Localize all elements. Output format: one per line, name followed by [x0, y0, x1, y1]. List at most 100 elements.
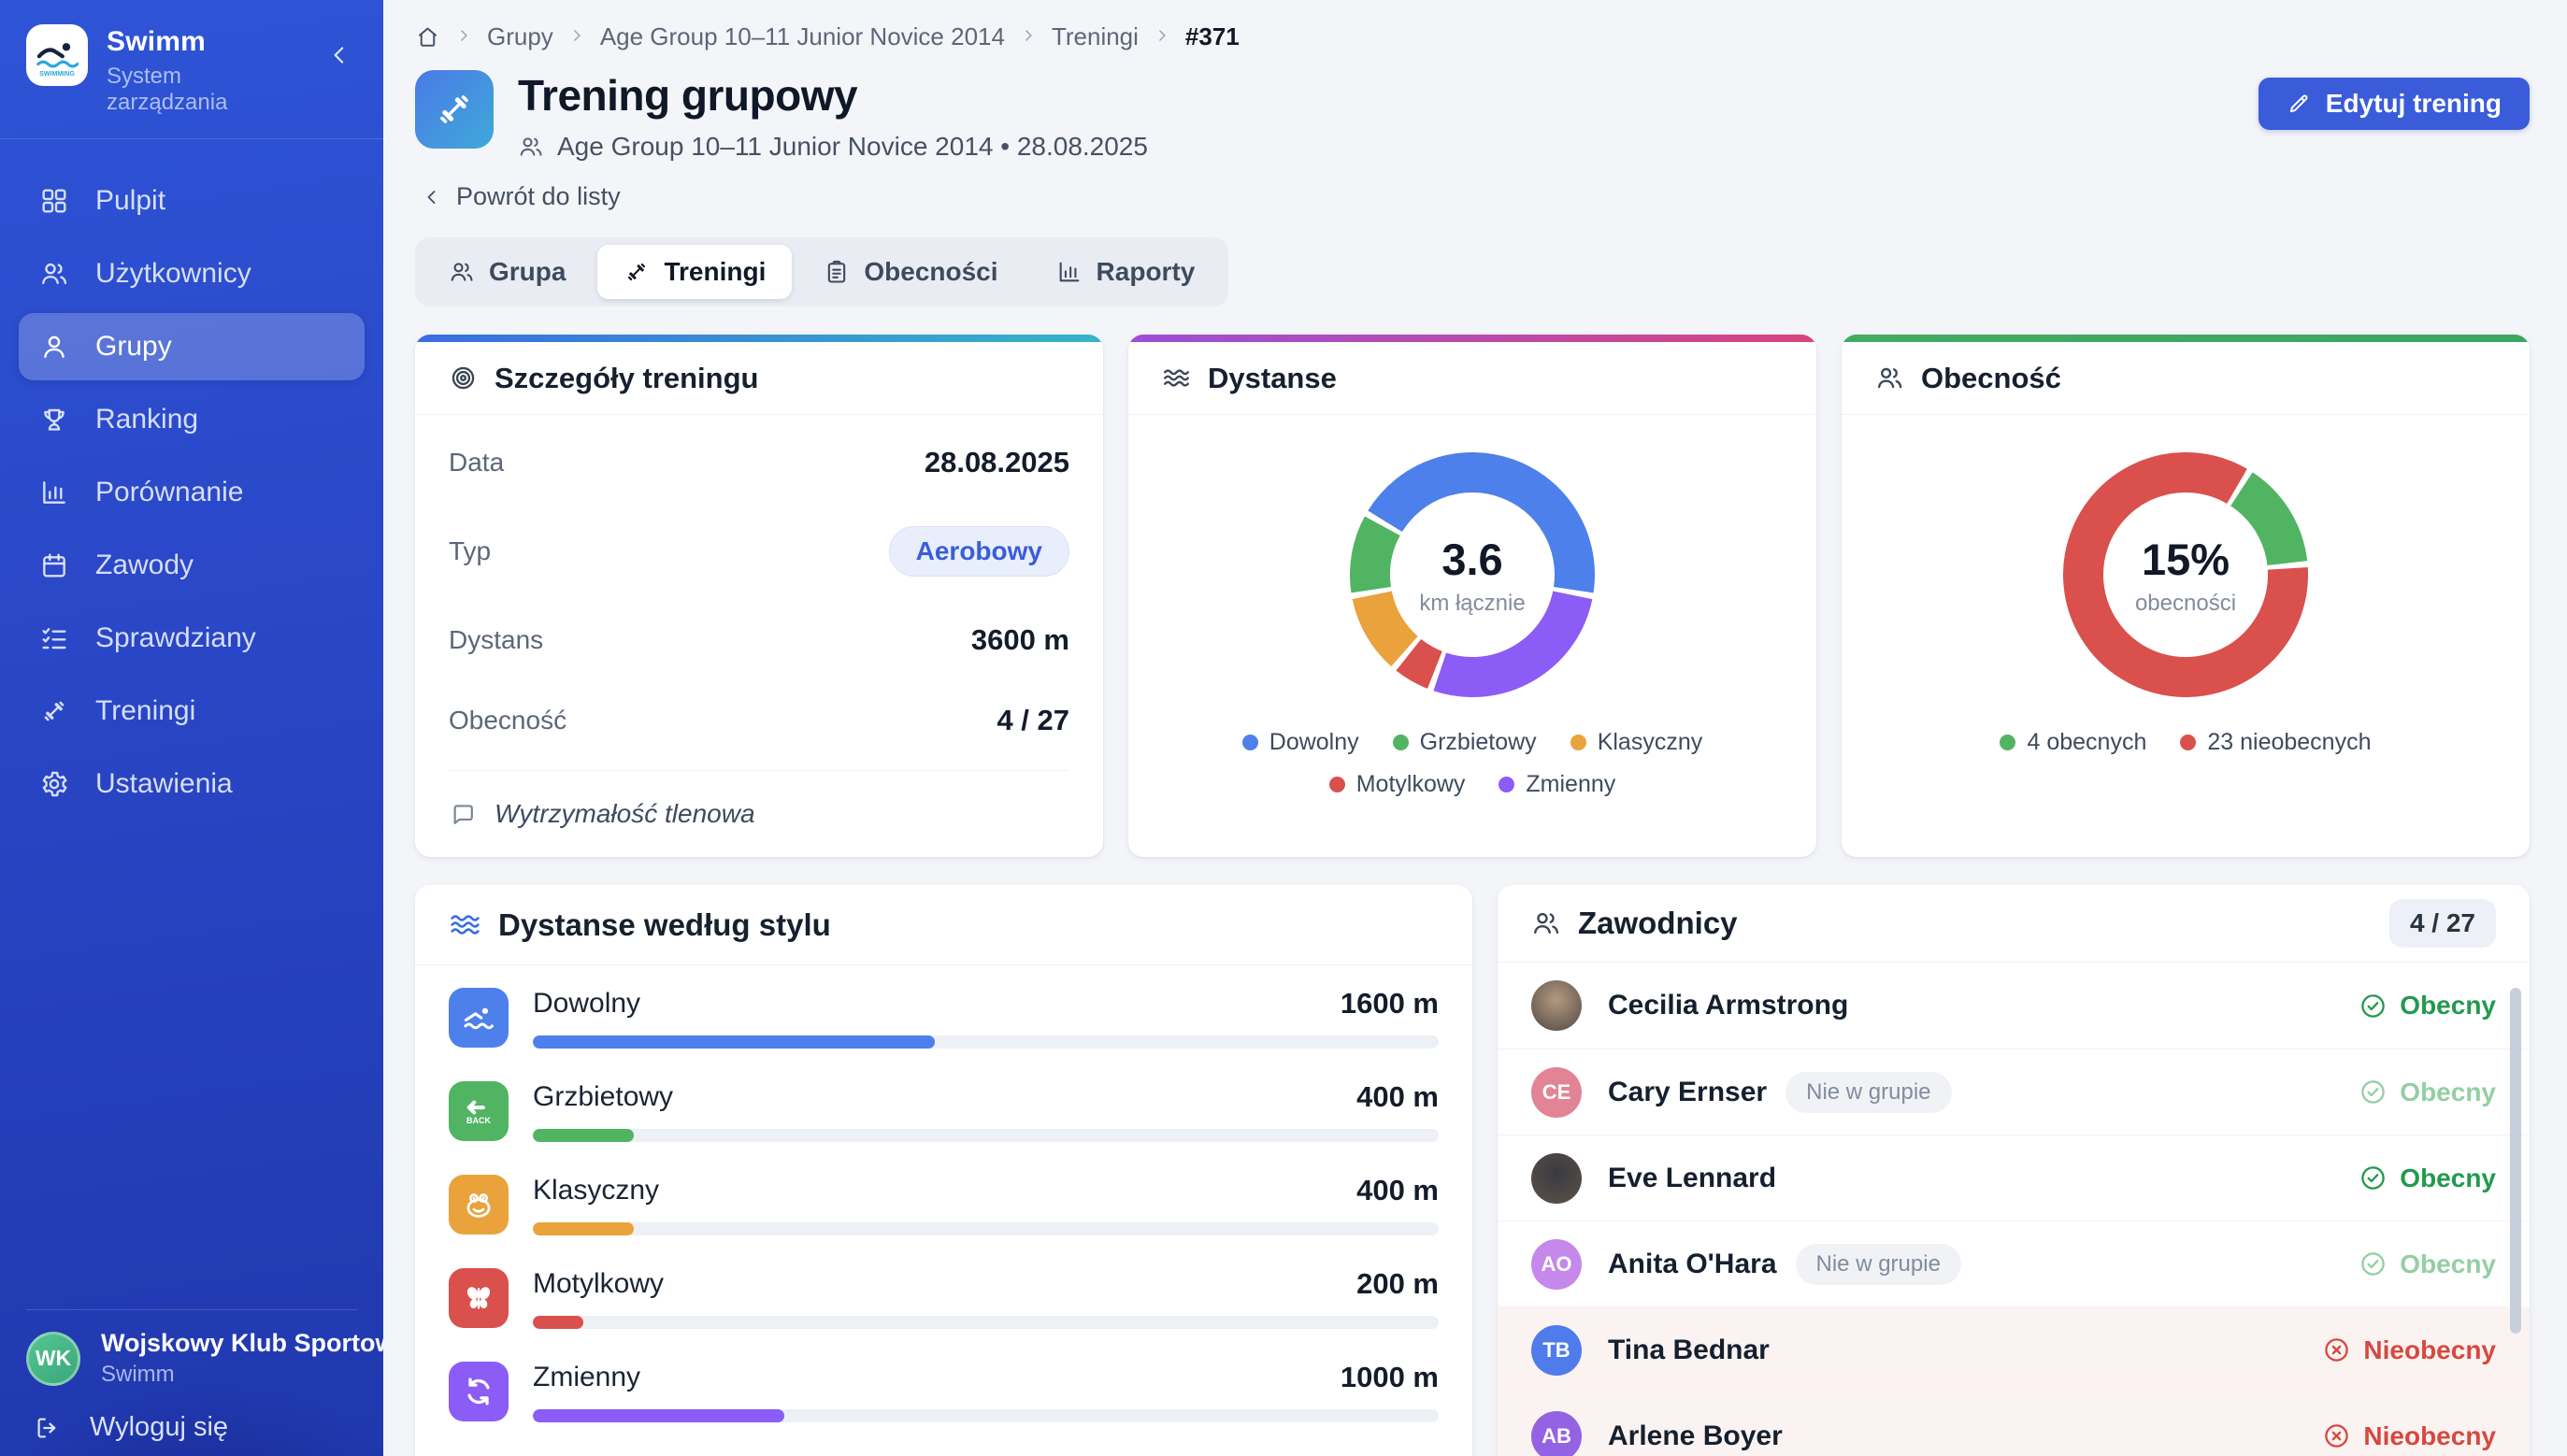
details-card-title: Szczegóły treningu — [495, 362, 758, 395]
speech-bubble-icon — [449, 801, 476, 828]
status-label: Nieobecny — [2363, 1421, 2496, 1451]
distances-card: Dystanse 3.6 km łącznie DowolnyGrzbietow… — [1128, 335, 1816, 857]
legend-item[interactable]: Klasyczny — [1570, 729, 1703, 756]
sidebar-item-ustawienia[interactable]: Ustawienia — [19, 750, 365, 818]
status-label: Obecny — [2400, 991, 2496, 1021]
edit-training-button[interactable]: Edytuj trening — [2259, 78, 2530, 130]
status-label: Nieobecny — [2363, 1335, 2496, 1365]
breadcrumb-item[interactable]: Grupy — [487, 22, 553, 51]
tab-obecno-ci[interactable]: Obecności — [797, 245, 1024, 299]
pencil-icon — [2287, 92, 2311, 116]
athlete-row[interactable]: CECary ErnserNie w grupieObecny — [1498, 1049, 2530, 1135]
athlete-row[interactable]: TBTina BednarNieobecny — [1498, 1306, 2530, 1392]
style-progress-fill — [533, 1222, 634, 1235]
sidebar-item-ranking[interactable]: Ranking — [19, 386, 365, 453]
sidebar-item-label: Sprawdziany — [95, 622, 256, 654]
sidebar-item-label: Treningi — [95, 695, 195, 727]
style-row-klasyczny: Klasyczny400 m — [449, 1158, 1439, 1251]
tab-grupa[interactable]: Grupa — [423, 245, 592, 299]
legend-label: Dowolny — [1269, 729, 1359, 756]
butterfly-icon — [462, 1281, 495, 1315]
chevron-right-icon — [454, 26, 473, 45]
tab-treningi[interactable]: Treningi — [597, 245, 792, 299]
style-row-zmienny: Zmienny1000 m — [449, 1345, 1439, 1438]
sidebar-item-sprawdziany[interactable]: Sprawdziany — [19, 605, 365, 672]
sidebar-collapse-button[interactable] — [320, 36, 359, 78]
breadcrumb-item[interactable]: Treningi — [1052, 22, 1139, 51]
chevron-right-icon — [1153, 26, 1171, 45]
style-distance: 1000 m — [1341, 1361, 1439, 1394]
styles-card-title: Dystanse według stylu — [498, 907, 831, 943]
training-type-icon-badge — [415, 70, 494, 149]
style-progress-track — [533, 1316, 1439, 1329]
status-badge[interactable]: Obecny — [2359, 1249, 2496, 1279]
style-progress-track — [533, 1035, 1439, 1049]
clipboard-icon — [824, 259, 850, 285]
waves-icon — [449, 908, 481, 941]
status-badge[interactable]: Obecny — [2359, 1163, 2496, 1193]
tab-raporty[interactable]: Raporty — [1030, 245, 1222, 299]
x-circle-icon — [2322, 1421, 2351, 1450]
legend-item[interactable]: 4 obecnych — [2000, 729, 2146, 756]
avatar-photo — [1531, 980, 1582, 1031]
status-badge[interactable]: Nieobecny — [2322, 1421, 2496, 1451]
users-icon — [518, 134, 544, 160]
legend-item[interactable]: Grzbietowy — [1393, 729, 1537, 756]
legend-item[interactable]: 23 nieobecnych — [2180, 729, 2371, 756]
legend-item[interactable]: Zmienny — [1499, 771, 1615, 798]
athlete-row[interactable]: Eve LennardObecny — [1498, 1135, 2530, 1220]
app-name: Swimm — [107, 26, 301, 58]
sidebar-item-label: Porównanie — [95, 477, 243, 508]
legend-dot — [1329, 777, 1345, 792]
legend-item[interactable]: Dowolny — [1242, 729, 1359, 756]
swimmer-logo-icon: SWIMMING — [34, 32, 80, 79]
gear-icon — [39, 769, 69, 799]
sidebar-item-zawody[interactable]: Zawody — [19, 532, 365, 599]
avatar-initials: AO — [1531, 1239, 1582, 1290]
athlete-row[interactable]: ABArlene BoyerNieobecny — [1498, 1392, 2530, 1456]
not-in-group-badge: Nie w grupie — [1796, 1244, 1961, 1285]
home-icon[interactable] — [415, 24, 440, 50]
tab-label: Raporty — [1097, 257, 1196, 287]
status-badge[interactable]: Obecny — [2359, 1078, 2496, 1107]
status-badge[interactable]: Obecny — [2359, 991, 2496, 1021]
breadcrumb-separator-icon — [454, 22, 473, 51]
breadcrumb-separator-icon — [567, 22, 586, 51]
sidebar-item-treningi[interactable]: Treningi — [19, 678, 365, 745]
sidebar-item-por-wnanie[interactable]: Porównanie — [19, 459, 365, 526]
sidebar-item-grupy[interactable]: Grupy — [19, 313, 365, 380]
legend-dot — [1570, 735, 1586, 750]
detail-label: Data — [449, 448, 504, 478]
logout-icon — [34, 1414, 62, 1442]
status-label: Obecny — [2400, 1249, 2496, 1279]
detail-label: Dystans — [449, 625, 543, 655]
legend-label: Klasyczny — [1598, 729, 1703, 756]
sidebar-item-label: Ustawienia — [95, 768, 233, 800]
training-note: Wytrzymałość tlenowa — [449, 770, 1069, 829]
list-checks-icon — [39, 623, 69, 653]
back-to-list-link[interactable]: Powrót do listy — [421, 182, 621, 211]
logout-button[interactable]: Wyloguj się — [34, 1412, 357, 1443]
avatar-initials: AB — [1531, 1411, 1582, 1456]
sidebar-item-label: Zawody — [95, 550, 194, 581]
svg-text:SWIMMING: SWIMMING — [39, 70, 75, 78]
athlete-row[interactable]: Cecilia ArmstrongObecny — [1498, 963, 2530, 1049]
detail-label: Obecność — [449, 706, 566, 735]
style-progress-track — [533, 1222, 1439, 1235]
sidebar-item-pulpit[interactable]: Pulpit — [19, 167, 365, 235]
list-scrollbar[interactable] — [2510, 988, 2521, 1334]
org-profile[interactable]: WK Wojskowy Klub Sportowy ... Swimm — [26, 1329, 357, 1388]
athlete-row[interactable]: AOAnita O'HaraNie w grupieObecny — [1498, 1220, 2530, 1306]
sidebar-item-u-ytkownicy[interactable]: Użytkownicy — [19, 240, 365, 307]
avatar-initials: TB — [1531, 1325, 1582, 1376]
legend-item[interactable]: Motylkowy — [1329, 771, 1466, 798]
check-circle-icon — [2359, 1249, 2388, 1278]
breadcrumb-item[interactable]: Age Group 10–11 Junior Novice 2014 — [600, 22, 1005, 51]
athletes-card-title: Zawodnicy — [1578, 906, 1738, 941]
status-badge[interactable]: Nieobecny — [2322, 1335, 2496, 1365]
chevron-right-icon — [1019, 26, 1038, 45]
refresh-arrows-icon — [449, 1362, 509, 1421]
detail-row: Dystans3600 m — [449, 600, 1069, 680]
bar-chart-icon — [1056, 259, 1083, 285]
training-note-text: Wytrzymałość tlenowa — [495, 799, 755, 829]
